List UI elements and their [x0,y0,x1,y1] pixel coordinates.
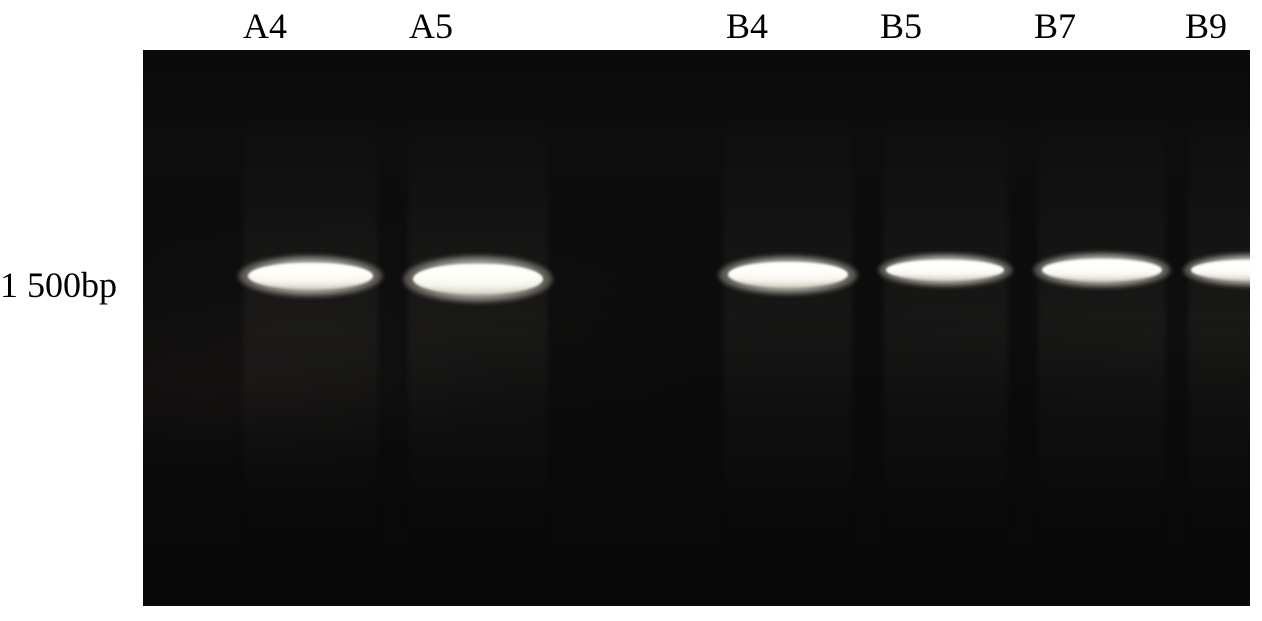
band-b4 [728,262,848,287]
lane-smear-b4 [723,100,853,550]
lane-label-b7: B7 [1034,5,1076,47]
lane-label-a4: A4 [243,5,287,47]
gel-figure-container: A4 A5 B4 B5 B7 B9 1 500bp [0,0,1262,621]
gel-image [143,50,1250,606]
lane-label-b4: B4 [726,5,768,47]
lane-smear-b7 [1038,100,1166,550]
lane-smear-a5 [408,100,548,550]
lane-label-b9: B9 [1185,5,1227,47]
lane-label-b5: B5 [880,5,922,47]
lane-label-a5: A5 [409,5,453,47]
lane-smear-b9 [1188,100,1250,550]
lane-smear-b5 [883,100,1008,550]
band-b5 [886,260,1004,280]
band-a5 [413,264,543,294]
band-b7 [1042,259,1162,281]
band-a4 [248,263,373,289]
lane-smear-a4 [243,100,378,550]
size-marker-1500bp: 1 500bp [0,264,117,306]
